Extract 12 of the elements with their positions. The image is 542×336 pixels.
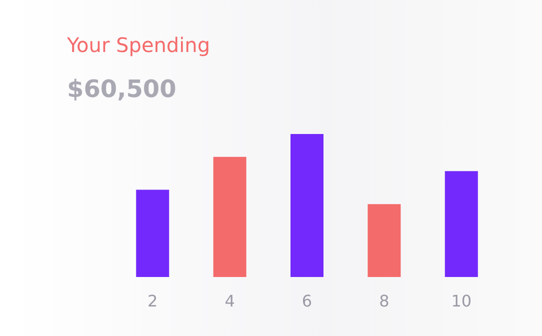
x-tick-label: 8: [379, 292, 390, 310]
chart-subtitle: $60,500: [67, 75, 176, 103]
bar: [368, 204, 401, 277]
x-tick-label: 10: [451, 292, 472, 310]
bar: [213, 156, 246, 277]
x-tick-label: 6: [302, 292, 312, 310]
x-tick-label: 2: [148, 292, 158, 310]
chart-title: Your Spending: [66, 33, 210, 57]
bar: [444, 171, 478, 277]
x-tick-label: 4: [224, 292, 235, 310]
bar: [136, 190, 170, 277]
bar: [290, 134, 324, 277]
